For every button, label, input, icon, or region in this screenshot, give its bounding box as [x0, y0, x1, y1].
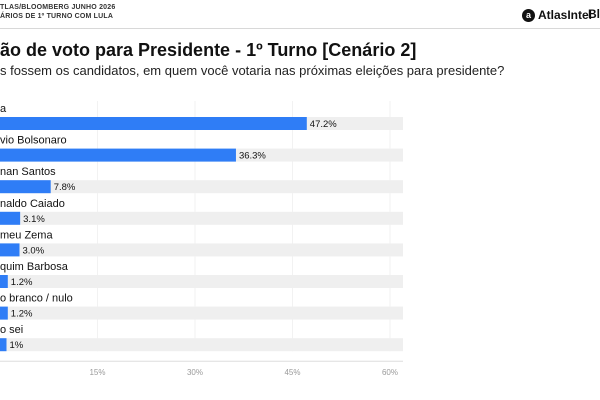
brand-secondary: Bl	[588, 7, 600, 21]
value-label: 1.2%	[11, 277, 33, 288]
x-tick-label: 15%	[89, 368, 105, 377]
category-label: o branco / nulo	[0, 293, 73, 305]
header-divider	[0, 28, 600, 29]
value-label: 36.3%	[239, 151, 266, 162]
category-label: quim Barbosa	[0, 261, 69, 273]
bar-track	[0, 338, 403, 352]
value-label: 3.0%	[23, 245, 45, 256]
category-label: naldo Caiado	[0, 198, 65, 210]
brand-name: AtlasIntel	[538, 8, 593, 22]
category-label: vio Bolsonaro	[0, 135, 67, 147]
bar	[0, 148, 236, 162]
bar-track	[0, 275, 403, 288]
value-label: 1.2%	[11, 309, 33, 320]
category-label: nan Santos	[0, 166, 56, 178]
page-title: ão de voto para Presidente - 1º Turno [C…	[0, 40, 417, 60]
header-source: TLAS/BLOOMBERG JUNHO 2026	[0, 4, 116, 11]
bar-track	[0, 243, 403, 257]
value-label: 47.2%	[310, 119, 337, 130]
bar	[0, 243, 20, 257]
bar	[0, 338, 7, 352]
x-tick-label: 45%	[284, 368, 300, 377]
x-tick-label: 60%	[382, 368, 398, 377]
bar-track	[0, 180, 403, 194]
header-scenario: ÁRIOS DE 1º TURNO COM LULA	[0, 13, 114, 20]
bar	[0, 306, 8, 320]
bar	[0, 275, 8, 288]
bar	[0, 211, 21, 225]
value-label: 1%	[10, 340, 24, 351]
bar-track	[0, 306, 403, 320]
category-label: o sei	[0, 324, 23, 336]
bar	[0, 180, 51, 194]
bar	[0, 117, 307, 130]
value-label: 7.8%	[54, 182, 76, 193]
atlas-logo-icon: a	[522, 8, 535, 22]
bar-track	[0, 211, 403, 225]
category-label: a	[0, 103, 7, 115]
category-label: meu Zema	[0, 229, 53, 241]
x-tick-label: 30%	[187, 368, 203, 377]
value-label: 3.1%	[23, 214, 45, 225]
page-subtitle: s fossem os candidatos, em quem você vot…	[0, 63, 505, 78]
brand-logo: a AtlasIntel	[522, 8, 592, 22]
